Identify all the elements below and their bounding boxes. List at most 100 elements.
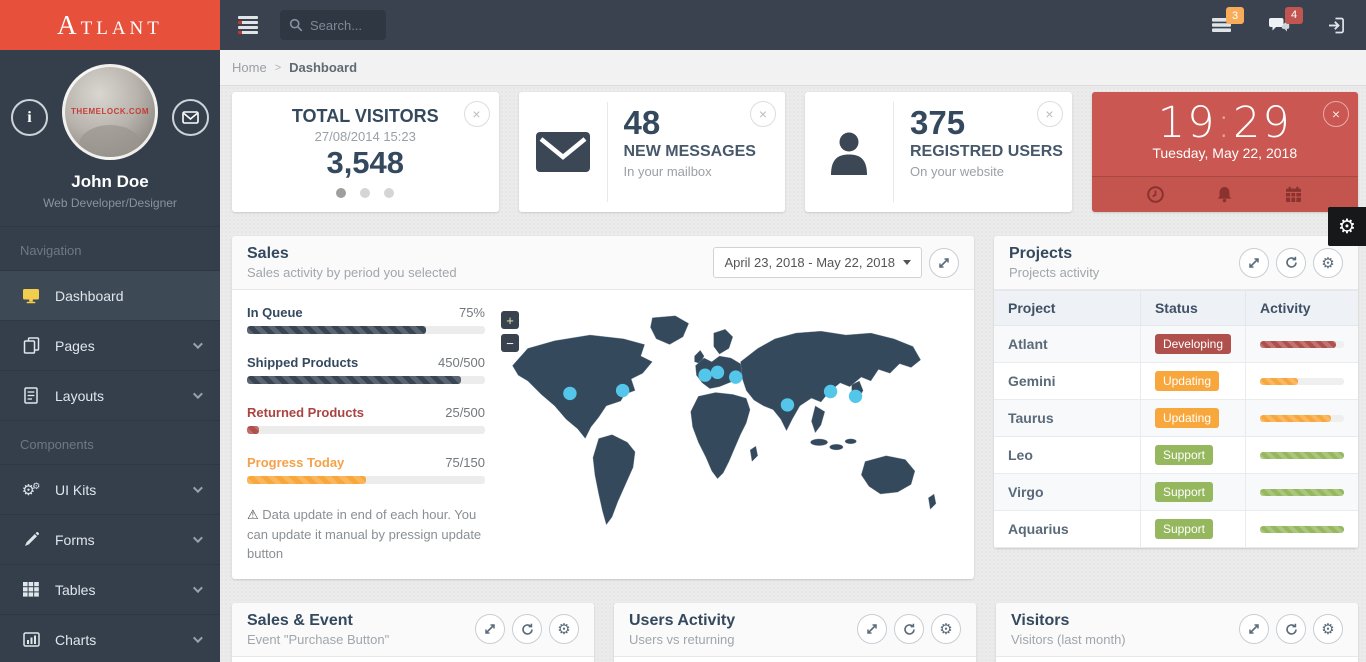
logout-button[interactable] <box>1328 17 1346 34</box>
panel-subtitle: Projects activity <box>1009 265 1100 280</box>
table-row: Gemini Updating <box>994 362 1358 400</box>
chevron-down-icon <box>192 339 203 350</box>
carousel-dot[interactable] <box>384 188 395 199</box>
sidebar-item-charts[interactable]: Charts <box>0 614 220 662</box>
project-name: Virgo <box>994 473 1141 511</box>
chat-icon <box>1269 17 1290 34</box>
search-box[interactable] <box>280 10 386 40</box>
activity-bar <box>1260 488 1344 496</box>
progress-value: 450/500 <box>438 355 485 370</box>
map-marker <box>698 368 712 382</box>
sales-panel: Sales Sales activity by period you selec… <box>232 236 974 579</box>
monitor-icon <box>20 288 42 304</box>
profile-info-button[interactable]: i <box>11 99 48 136</box>
close-icon[interactable]: × <box>1036 101 1063 127</box>
breadcrumb-home[interactable]: Home <box>232 60 267 75</box>
app-logo[interactable]: Atlant <box>0 0 220 50</box>
status-badge: Updating <box>1154 408 1219 428</box>
table-row: Virgo Support <box>994 473 1358 511</box>
status-badge: Support <box>1154 445 1213 465</box>
sidebar-item-forms[interactable]: Forms <box>0 514 220 564</box>
sales-panel-header: Sales Sales activity by period you selec… <box>232 236 974 290</box>
progress-value: 75% <box>458 305 485 320</box>
date-range-button[interactable]: April 23, 2018 - May 22, 2018 <box>713 247 922 278</box>
sidebar-item-label: UI Kits <box>55 481 97 498</box>
expand-button[interactable] <box>1239 614 1269 644</box>
activity-bar <box>1260 414 1344 422</box>
profile-message-button[interactable] <box>172 99 209 136</box>
panel-subtitle: Visitors (last month) <box>1011 631 1126 647</box>
carousel-dot[interactable] <box>360 188 371 199</box>
widget-label: REGISTRED USERS <box>910 143 1063 160</box>
panel-title: Users Activity <box>629 611 736 629</box>
progress-value: 75/150 <box>445 455 485 470</box>
close-icon[interactable]: × <box>1323 101 1349 127</box>
envelope-icon <box>519 92 607 212</box>
clock-icon[interactable] <box>1147 186 1165 203</box>
settings-button[interactable]: ⚙ <box>1313 614 1343 644</box>
table-row: Leo Support <box>994 436 1358 474</box>
sidebar-item-layouts[interactable]: Layouts <box>0 370 220 420</box>
profile-name: John Doe <box>71 172 149 191</box>
column-header: Activity <box>1245 290 1358 326</box>
messages-button[interactable]: 4 <box>1269 6 1303 34</box>
search-input[interactable] <box>310 17 376 33</box>
project-name: Atlant <box>994 325 1141 363</box>
world-map-container[interactable]: + − <box>499 305 959 564</box>
chevron-down-icon <box>192 389 203 400</box>
settings-button[interactable]: ⚙ <box>1313 247 1343 278</box>
close-icon[interactable]: × <box>463 101 490 127</box>
map-zoom-in-button[interactable]: + <box>501 311 519 329</box>
map-marker <box>563 386 577 401</box>
widget-sublabel: In your mailbox <box>623 164 712 179</box>
refresh-button[interactable] <box>894 614 924 644</box>
sales-progress-list: In Queue 75% Shipped Products 450/500 Retu… <box>247 305 485 564</box>
progress-bar <box>247 376 485 384</box>
expand-button[interactable] <box>857 614 887 644</box>
envelope-icon <box>182 111 199 124</box>
table-row: Atlant Developing <box>994 325 1358 363</box>
tasks-button[interactable]: 3 <box>1212 7 1244 33</box>
chevron-down-icon <box>192 633 203 644</box>
project-name: Taurus <box>994 399 1141 437</box>
expand-button[interactable] <box>475 614 505 644</box>
sidebar-item-label: Layouts <box>55 387 105 404</box>
sidebar-item-label: Forms <box>55 531 95 548</box>
projects-table: Project Status Activity Atlant Developin… <box>994 290 1358 548</box>
file-icon <box>20 387 42 404</box>
settings-button[interactable]: ⚙ <box>549 614 579 644</box>
close-icon[interactable]: × <box>750 101 776 127</box>
sidebar-item-dashboard[interactable]: Dashboard <box>0 270 220 320</box>
refresh-button[interactable] <box>1276 614 1306 644</box>
clock-date: Tuesday, May 22, 2018 <box>1152 145 1298 162</box>
progress-label: In Queue <box>247 305 303 320</box>
bell-icon[interactable] <box>1216 186 1233 203</box>
profile-section: i THEMELOCK.COM John Doe Web Developer/D… <box>0 50 220 226</box>
panels-row: Sales Sales activity by period you selec… <box>232 236 1358 579</box>
menu-toggle-icon[interactable] <box>238 14 258 37</box>
sidebar-item-tables[interactable]: Tables <box>0 564 220 614</box>
expand-button[interactable] <box>929 247 959 278</box>
sidebar-item-ui-kits[interactable]: ⚙ ⚙ UI Kits <box>0 464 220 514</box>
activity-bar <box>1260 377 1344 385</box>
carousel-dot[interactable] <box>336 188 347 199</box>
map-zoom-out-button[interactable]: − <box>501 334 519 352</box>
refresh-button[interactable] <box>512 614 542 644</box>
theme-settings-toggle[interactable]: ⚙ <box>1328 207 1366 246</box>
progress-label: Shipped Products <box>247 355 359 370</box>
breadcrumb-separator: > <box>274 61 282 74</box>
sidebar-item-pages[interactable]: Pages <box>0 320 220 370</box>
progress-group: Progress Today 75/150 <box>247 455 485 484</box>
table-icon <box>20 582 42 597</box>
menu-line <box>238 21 258 24</box>
panel-title: Sales & Event <box>247 611 353 629</box>
refresh-button[interactable] <box>1276 247 1306 278</box>
status-badge: Developing <box>1154 334 1231 354</box>
chevron-down-icon <box>192 483 203 494</box>
expand-button[interactable] <box>1239 247 1269 278</box>
settings-button[interactable]: ⚙ <box>931 614 961 644</box>
calendar-icon[interactable] <box>1285 186 1302 203</box>
status-badge: Support <box>1154 519 1213 539</box>
total-visitors-widget: × TOTAL VISITORS 27/08/2014 15:23 3,548 <box>232 92 499 212</box>
progress-group: In Queue 75% <box>247 305 485 334</box>
